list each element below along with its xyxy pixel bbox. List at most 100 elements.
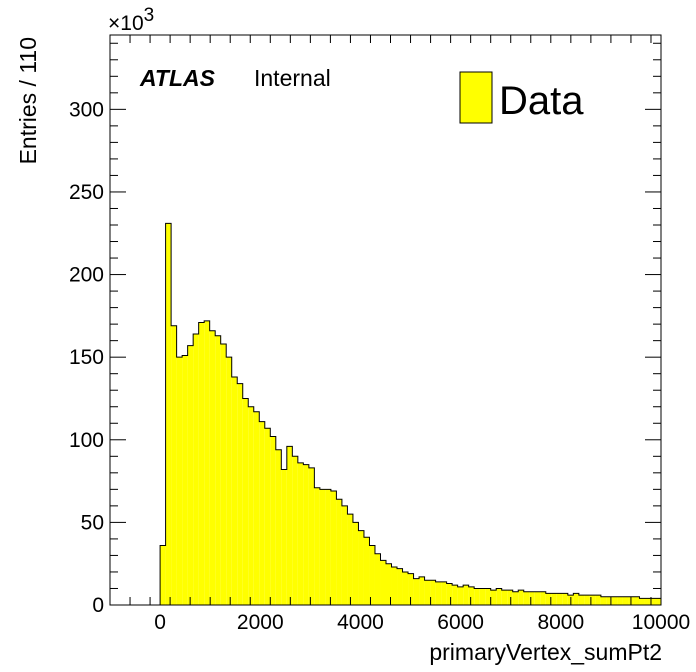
histogram-bar xyxy=(275,449,282,605)
histogram-bar xyxy=(374,553,381,605)
histogram-bar xyxy=(242,398,249,605)
histogram-bar xyxy=(220,343,227,605)
histogram-bar xyxy=(606,596,612,605)
histogram-bar xyxy=(562,593,568,605)
histogram-bar xyxy=(556,593,563,605)
histogram-bar xyxy=(430,580,436,605)
y-tick-label: 250 xyxy=(69,181,104,204)
histogram-bar xyxy=(644,598,651,605)
histogram-bar xyxy=(204,320,210,605)
histogram-bar xyxy=(215,335,221,605)
internal-label: Internal xyxy=(254,65,331,91)
atlas-label: ATLAS xyxy=(139,65,216,91)
histogram-bar xyxy=(584,595,590,605)
histogram-bar xyxy=(419,576,425,605)
histogram-bar xyxy=(248,406,254,605)
histogram-bar xyxy=(408,573,414,605)
histogram-bar xyxy=(501,590,508,605)
histogram-bar xyxy=(402,571,409,605)
histogram-bar xyxy=(270,436,276,605)
histogram-bar xyxy=(529,591,535,605)
histogram-bar xyxy=(369,545,375,605)
histogram-bars xyxy=(159,222,662,605)
y-tick-label: 200 xyxy=(69,264,104,287)
histogram-bar xyxy=(231,377,238,605)
x-tick-label: 10000 xyxy=(632,611,690,634)
histogram-bar xyxy=(363,537,370,605)
histogram-bar xyxy=(391,567,398,605)
y-tick-label: 0 xyxy=(92,594,104,617)
histogram-bar xyxy=(380,560,387,605)
histogram-bar xyxy=(507,590,513,605)
histogram-bar xyxy=(617,596,623,605)
histogram-bar xyxy=(452,585,458,605)
y-tick-label: 300 xyxy=(69,98,104,121)
histogram-bar xyxy=(545,593,552,605)
y-tick-label: 100 xyxy=(69,429,104,452)
histogram-bar xyxy=(496,588,502,605)
axis-ticks xyxy=(109,35,661,606)
histogram-bar xyxy=(435,581,442,605)
histogram-bar xyxy=(160,545,166,605)
histogram-bar xyxy=(253,411,260,605)
histogram-bar xyxy=(198,322,205,605)
histogram-bar xyxy=(463,585,469,605)
histogram-bar xyxy=(413,578,420,605)
histogram-bar xyxy=(292,456,298,605)
x-tick-label: 0 xyxy=(154,611,166,634)
y-tick-label: 150 xyxy=(69,346,104,369)
histogram-bar xyxy=(551,593,557,605)
histogram-bar xyxy=(490,590,497,605)
histogram-bar xyxy=(573,593,579,605)
x-tick-label: 4000 xyxy=(337,611,384,634)
histogram-bar xyxy=(512,591,519,605)
histogram-bar xyxy=(193,334,199,605)
histogram-bar xyxy=(358,530,364,605)
histogram-bar xyxy=(176,357,183,605)
histogram-bar xyxy=(650,598,656,605)
histogram-bar xyxy=(386,563,392,605)
x-tick-label: 6000 xyxy=(437,611,484,634)
x-tick-label: 8000 xyxy=(537,611,584,634)
histogram-bar xyxy=(286,446,293,605)
histogram-bar xyxy=(446,583,453,605)
histogram-outline xyxy=(159,222,662,605)
histogram-bar xyxy=(226,357,232,605)
histogram-bar xyxy=(182,355,188,605)
histogram-bar xyxy=(611,596,618,605)
histogram-bar xyxy=(352,522,359,605)
histogram-bar xyxy=(457,586,464,605)
y-axis-title: Entries / 110 xyxy=(15,37,41,164)
x-axis-title: primaryVertex_sumPt2 xyxy=(429,639,662,665)
x-tick-label: 2000 xyxy=(237,611,284,634)
histogram-bar xyxy=(479,588,486,605)
y-multiplier: ×103 xyxy=(108,5,154,35)
histogram-bar xyxy=(187,345,194,605)
histogram-bar xyxy=(264,428,271,605)
histogram-bar xyxy=(308,467,315,605)
histogram-bar xyxy=(441,581,447,605)
histogram-bar xyxy=(534,591,541,605)
histogram-bar xyxy=(314,487,320,605)
histogram-bar xyxy=(237,383,243,605)
histogram-bar xyxy=(633,596,640,605)
histogram-bar xyxy=(171,325,177,605)
legend-swatch xyxy=(459,71,493,124)
histogram-bar xyxy=(165,223,172,605)
histogram-bar xyxy=(600,596,607,605)
histogram-bar xyxy=(622,596,629,605)
histogram-bar xyxy=(347,514,353,605)
histogram-bar xyxy=(485,588,491,605)
histogram-bar xyxy=(297,462,304,605)
histogram-bar xyxy=(540,591,546,605)
plot-frame xyxy=(109,34,662,606)
histogram-bar xyxy=(319,489,326,605)
histogram-bar xyxy=(424,580,431,605)
histogram-bar xyxy=(336,499,342,605)
histogram-bar xyxy=(468,586,475,605)
histogram-bar xyxy=(325,489,331,605)
histogram-bar xyxy=(523,591,530,605)
x-tick-labels: 0 2000 4000 6000 8000 10000 xyxy=(154,611,690,634)
histogram-bar xyxy=(259,421,265,605)
